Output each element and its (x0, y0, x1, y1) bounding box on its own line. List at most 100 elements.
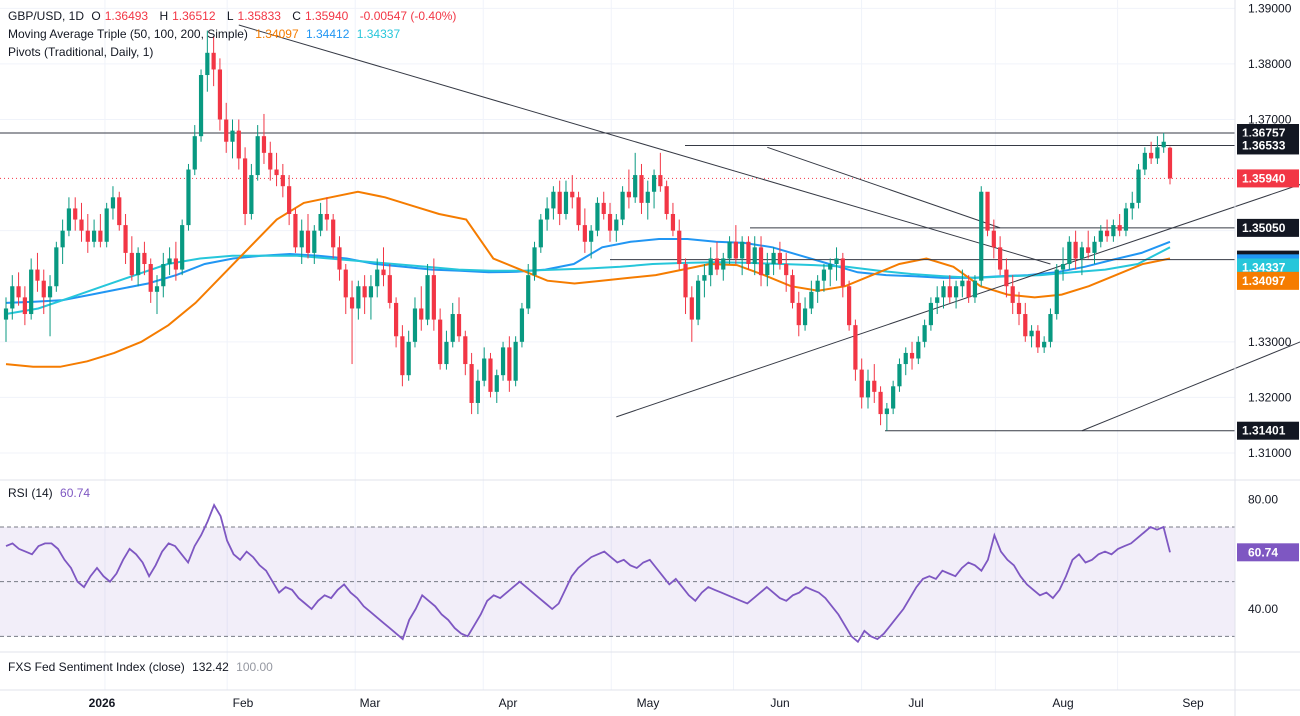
high-label: H (159, 9, 169, 23)
candle-up (589, 230, 594, 242)
candle-down (784, 264, 789, 276)
candle-up (696, 280, 701, 320)
candle-up (299, 230, 304, 248)
candle-down (847, 286, 852, 326)
trendline-rising-wedge (616, 184, 1300, 418)
candle-down (148, 264, 153, 292)
candle-down (268, 152, 273, 170)
pivots-legend-label: Pivots (Traditional, Daily, 1) (8, 45, 154, 59)
candle-down (714, 258, 720, 270)
candle-down (117, 197, 122, 226)
candle-up (972, 280, 978, 298)
ma-legend-label: Moving Average Triple (50, 100, 200, Sim… (8, 27, 248, 41)
candle-down (1104, 230, 1110, 237)
candle-down (998, 247, 1003, 270)
candle-up (740, 241, 745, 259)
fxs-legend-value: 132.42 (192, 660, 229, 674)
rsi-axis[interactable]: 80.00 40.00 60.74 (1237, 493, 1299, 616)
candle-up (1079, 247, 1085, 259)
rsi-tick-label: 80.00 (1248, 493, 1278, 507)
candle-up (1092, 241, 1097, 253)
candle-up (941, 286, 946, 298)
candle-down (872, 380, 877, 392)
candle-down (488, 358, 493, 392)
candle-up (356, 286, 361, 309)
pivots-legend[interactable]: Pivots (Traditional, Daily, 1) (8, 45, 157, 59)
rsi-value-box (1237, 543, 1299, 562)
candle-down (570, 191, 575, 198)
candle-up (425, 275, 430, 320)
candle-down (777, 252, 783, 265)
candle-up (721, 258, 726, 270)
price-axis[interactable]: 1.390001.380001.370001.350001.330001.320… (1237, 1, 1299, 460)
candle-up (551, 191, 556, 209)
candle-up (809, 291, 814, 309)
price-tick-label: 1.31000 (1248, 446, 1292, 460)
price-label-box (1237, 136, 1299, 155)
candle-down (991, 230, 996, 248)
candle-down (337, 247, 342, 270)
time-tick-label: Feb (233, 696, 254, 710)
fxs-legend[interactable]: FXS Fed Sentiment Index (close) 132.42 1… (8, 660, 277, 674)
rsi-legend-label: RSI (14) (8, 486, 53, 500)
change-value: -0.00547 (-0.40%) (359, 9, 457, 23)
candle-up (3, 308, 9, 320)
ma-legend[interactable]: Moving Average Triple (50, 100, 200, Sim… (8, 27, 404, 41)
rsi-value-text: 60.74 (1248, 545, 1278, 559)
candle-up (29, 269, 34, 315)
candle-down (683, 264, 688, 298)
candle-down (419, 308, 424, 320)
candle-up (230, 130, 235, 142)
candle-up (1048, 314, 1053, 342)
time-tick-label: Apr (499, 696, 518, 710)
candle-up (633, 175, 638, 198)
price-label-box (1237, 421, 1299, 440)
candle-down (16, 286, 21, 298)
time-tick-label: Sep (1182, 696, 1204, 710)
candle-up (815, 280, 820, 292)
candle-up (563, 191, 569, 214)
candle-down (985, 191, 990, 231)
candle-up (922, 325, 927, 342)
candle-up (513, 341, 518, 381)
candle-up (1123, 208, 1129, 231)
candle-up (1054, 269, 1059, 315)
time-axis[interactable]: 2026 Feb Mar Apr May Jun Jul Aug Sep (89, 696, 1204, 710)
price-label-text: 1.31401 (1242, 424, 1286, 438)
ohlc-close: C 1.35940 (292, 9, 352, 23)
candle-down (626, 191, 631, 198)
candle-down (1149, 152, 1154, 159)
candle-up (136, 252, 141, 276)
candle-up (891, 386, 896, 409)
candle-down (41, 280, 46, 298)
candle-down (343, 269, 348, 298)
candle-down (1167, 147, 1173, 179)
time-tick-label: 2026 (89, 696, 116, 710)
candle-up (154, 286, 160, 292)
candle-up (1111, 225, 1116, 237)
rsi-polyline (5, 503, 1171, 644)
candle-down (305, 230, 311, 253)
candle-down (1004, 269, 1009, 287)
candle-up (1067, 241, 1072, 265)
candle-up (91, 230, 97, 242)
candle-up (104, 208, 109, 242)
price-label-text: 1.35050 (1242, 221, 1286, 235)
candle-up (865, 380, 871, 398)
candle-up (161, 264, 166, 287)
candle-down (689, 297, 694, 320)
candle-down (639, 175, 644, 203)
candle-down (1010, 286, 1015, 303)
candle-down (274, 169, 279, 176)
candle-down (878, 391, 883, 415)
candle-up (494, 375, 499, 392)
candle-down (287, 186, 292, 214)
open-label: O (91, 9, 101, 23)
rsi-legend[interactable]: RSI (14) 60.74 (8, 486, 94, 500)
candle-up (10, 286, 15, 309)
candle-down (658, 175, 663, 187)
candle-up (186, 169, 191, 226)
candle-down (601, 202, 606, 214)
ma200-value: 1.34337 (356, 27, 401, 41)
